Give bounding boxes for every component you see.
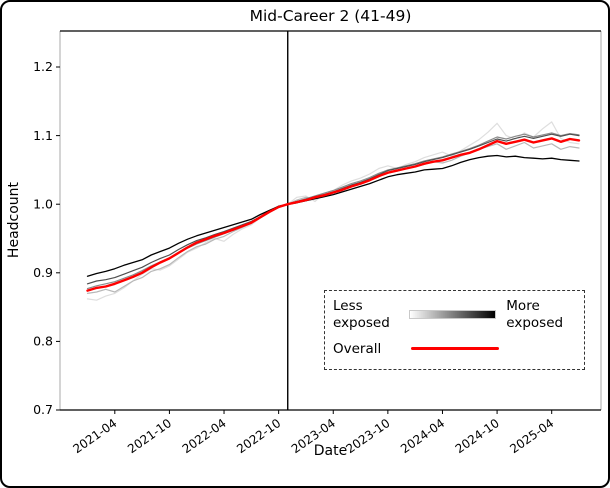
exposure-gradient-bar [408, 310, 497, 320]
legend-overall-label: Overall [333, 340, 382, 357]
chart-title: Mid-Career 2 (41-49) [249, 7, 412, 25]
x-axis-label: Date [313, 443, 348, 459]
y-tick-label: 1.2 [33, 59, 53, 74]
series-line-quintile-5-most-exposed [86, 154, 580, 277]
legend-exposure-row: Less exposed More exposed [325, 298, 584, 332]
legend: Less exposed More exposed Overall [324, 290, 585, 370]
legend-overall-row: Overall [325, 341, 584, 357]
y-tick-label: 1.1 [33, 128, 53, 143]
y-tick-label: 1.0 [33, 196, 53, 211]
y-tick-label: 0.7 [33, 402, 53, 417]
series-line-quintile-2 [86, 141, 580, 294]
series-line-overall [86, 137, 581, 292]
legend-more-exposed-label: More exposed [506, 298, 564, 331]
y-axis-label: Headcount [6, 181, 22, 259]
legend-less-exposed-label: Less exposed [333, 298, 390, 331]
y-tick-label: 0.9 [33, 265, 53, 280]
y-tick-label: 0.8 [33, 334, 53, 349]
legend-overall-line-sample [411, 347, 499, 351]
